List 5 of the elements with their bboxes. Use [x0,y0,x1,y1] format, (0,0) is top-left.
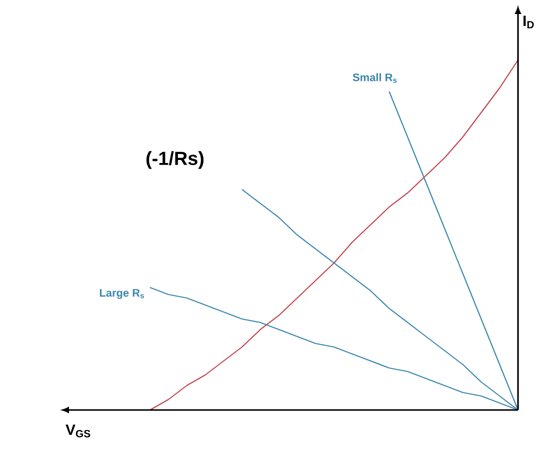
x-axis-title: V$_{GS}$ [66,424,90,438]
annotation: (-1/Rs) [146,151,204,169]
y-axis-title: I$_{D}$ [524,16,534,28]
series-label: Small R$_{s}$ [352,73,397,83]
series-label: Large R$_{s}$ [100,289,144,299]
